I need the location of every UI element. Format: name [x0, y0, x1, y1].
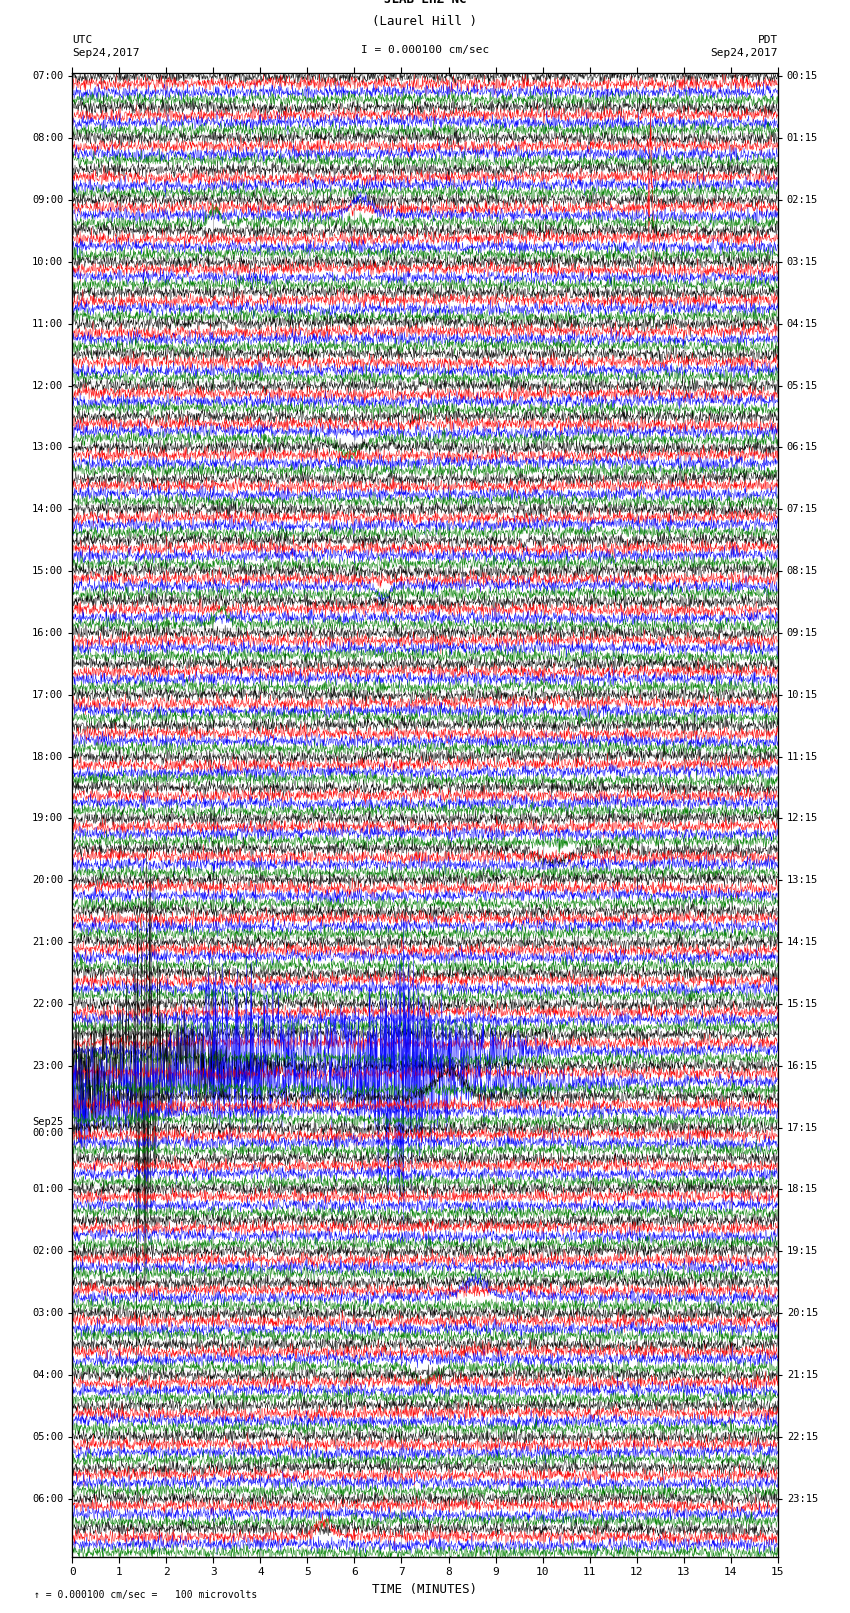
- Text: UTC: UTC: [72, 35, 93, 45]
- Text: JLAB EHZ NC: JLAB EHZ NC: [383, 0, 467, 6]
- Text: ↑ = 0.000100 cm/sec =   100 microvolts: ↑ = 0.000100 cm/sec = 100 microvolts: [34, 1590, 258, 1600]
- Text: PDT: PDT: [757, 35, 778, 45]
- Text: Sep24,2017: Sep24,2017: [711, 48, 778, 58]
- X-axis label: TIME (MINUTES): TIME (MINUTES): [372, 1582, 478, 1595]
- Text: I = 0.000100 cm/sec: I = 0.000100 cm/sec: [361, 45, 489, 55]
- Text: Sep24,2017: Sep24,2017: [72, 48, 139, 58]
- Text: (Laurel Hill ): (Laurel Hill ): [372, 15, 478, 27]
